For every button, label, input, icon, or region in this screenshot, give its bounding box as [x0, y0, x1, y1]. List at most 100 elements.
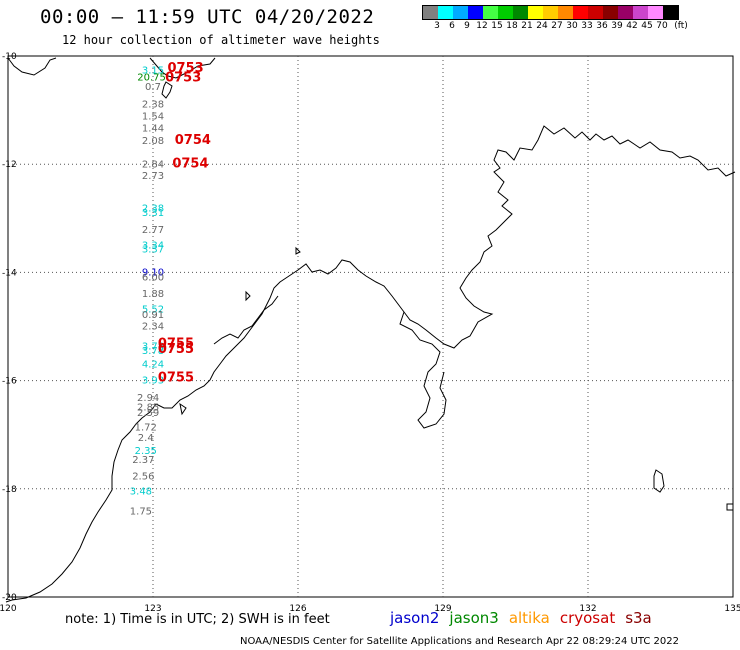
wave-height-value: 2.37 — [132, 455, 154, 466]
wave-height-value: 3.37 — [142, 245, 164, 256]
longitude-label: 132 — [579, 604, 596, 614]
legend-swatch — [573, 6, 588, 19]
wave-height-value: 3.34 — [142, 240, 164, 251]
coastline-islet-north — [161, 81, 173, 99]
satellite-label-s3a: s3a — [625, 609, 652, 627]
legend-swatch — [543, 6, 558, 19]
legend-swatch — [453, 6, 468, 19]
page-subtitle: 12 hour collection of altimeter wave hei… — [62, 33, 380, 47]
coastline-kimberley — [5, 403, 157, 603]
latitude-label: -12 — [2, 160, 17, 170]
longitude-label: 135 — [724, 604, 740, 614]
wave-height-value: 2.94 — [137, 393, 159, 404]
axis-labels: 120 123 126 129 132 135 -10 -12 -14 -16 -18 -20 — [0, 52, 740, 614]
wave-height-value: 2.35 — [135, 446, 157, 457]
wave-height-observations: 3.1520.750.72.381.541.442.082.842.732.38… — [130, 66, 166, 518]
map-frame — [7, 55, 734, 598]
legend-tick-label: 30 — [566, 21, 578, 31]
wave-height-value: 6.00 — [142, 273, 164, 284]
legend-tick-label: 12 — [476, 21, 488, 31]
color-legend: 3 6 9 12 15 18 21 24 27 30 33 36 39 42 45 70 (ft) — [422, 5, 688, 32]
units-note: note: 1) Time is in UTC; 2) SWH is in fe… — [65, 612, 330, 627]
pass-time-label: 0754 — [172, 157, 208, 172]
coastline-bay-detail — [213, 295, 279, 345]
wave-height-value: 20.75 — [137, 73, 166, 84]
wave-height-value: 2.38 — [142, 203, 164, 214]
satellite-label-jason3: jason3 — [449, 609, 499, 627]
wave-height-value: 3.15 — [142, 66, 164, 77]
pass-time-label: 0755 — [158, 370, 194, 385]
legend-tick-label: 27 — [551, 21, 563, 31]
wave-height-value: 3.48 — [130, 486, 152, 497]
legend-tick-label: 18 — [506, 21, 518, 31]
legend-swatch — [498, 6, 513, 19]
pass-time-label: 0753 — [165, 71, 201, 86]
legend-swatch — [438, 6, 453, 19]
legend-swatch — [513, 6, 528, 19]
latitude-label: -18 — [2, 485, 17, 495]
pass-time-label: 0755 — [158, 342, 194, 357]
wave-height-value: 0.91 — [142, 310, 164, 321]
pass-time-label: 0753 — [168, 61, 204, 76]
latitude-label: -10 — [2, 52, 17, 62]
wave-height-value: 2.59 — [137, 408, 159, 419]
legend-tick-labels: 3 6 9 12 15 18 21 24 27 30 33 36 39 42 45 70 (ft) — [422, 20, 688, 32]
wave-height-value: 1.72 — [135, 423, 157, 434]
wave-height-value: 2.4 — [138, 433, 154, 444]
wave-height-value: 2.08 — [142, 136, 164, 147]
wave-height-value: 2.84 — [142, 160, 164, 171]
legend-tick-label: 45 — [641, 21, 653, 31]
legend-tick-label: 33 — [581, 21, 593, 31]
latitude-label: -14 — [2, 268, 17, 278]
coastline-arnhem-land — [155, 125, 736, 409]
coastline-timor-east — [149, 57, 216, 79]
wave-height-value: 2.73 — [142, 171, 164, 182]
legend-swatch — [648, 6, 663, 19]
wave-height-value: 1.88 — [142, 289, 164, 300]
page-title: 00:00 – 11:59 UTC 04/20/2022 — [40, 6, 375, 28]
pass-time-label: 0755 — [158, 337, 194, 352]
coastline-islet-b — [295, 246, 301, 255]
wave-height-value: 2.38 — [142, 100, 164, 111]
legend-tick-label: 24 — [536, 21, 548, 31]
legend-swatch — [618, 6, 633, 19]
legend-color-bar — [422, 5, 679, 20]
coastline-islet-c — [179, 402, 187, 416]
legend-swatch — [603, 6, 618, 19]
legend-tick-label: 21 — [521, 21, 533, 31]
coastline — [5, 57, 736, 603]
wave-height-value: 1.54 — [142, 112, 164, 123]
legend-swatch — [528, 6, 543, 19]
satellite-label-cryosat: cryosat — [559, 609, 616, 627]
legend-tick-label: 9 — [464, 21, 470, 31]
legend-tick-label: 70 — [656, 21, 668, 31]
wave-height-value: 9.10 — [142, 267, 164, 278]
wave-height-value: 2.77 — [142, 225, 164, 236]
longitude-label: 120 — [0, 604, 17, 614]
legend-tick-label: 36 — [596, 21, 608, 31]
footer-credit: NOAA/NESDIS Center for Satellite Applica… — [240, 636, 679, 647]
satellite-label-jason2: jason2 — [390, 609, 440, 627]
wave-height-value: 2.85 — [137, 403, 159, 414]
legend-swatch — [588, 6, 603, 19]
legend-swatch — [423, 6, 438, 19]
wave-height-value: 3.31 — [142, 208, 164, 219]
wave-height-value: 3.93 — [142, 376, 164, 387]
wave-height-value: 0.7 — [145, 82, 161, 93]
legend-swatch — [633, 6, 648, 19]
longitude-label: 126 — [289, 604, 306, 614]
legend-tick-label: 15 — [491, 21, 503, 31]
coastline-islet-southeast — [653, 469, 665, 493]
legend-swatch — [468, 6, 483, 19]
satellite-label-altika: altika — [508, 609, 550, 627]
coastline-islet-a — [245, 290, 251, 302]
longitude-label: 123 — [144, 604, 161, 614]
legend-swatch — [663, 6, 678, 19]
latitude-label: -20 — [2, 593, 17, 603]
wave-height-value: 5.52 — [142, 305, 164, 316]
legend-tick-label: 39 — [611, 21, 623, 31]
coastline-timor-west — [7, 57, 57, 76]
wave-height-value: 2.34 — [142, 321, 164, 332]
longitude-label: 129 — [434, 604, 451, 614]
